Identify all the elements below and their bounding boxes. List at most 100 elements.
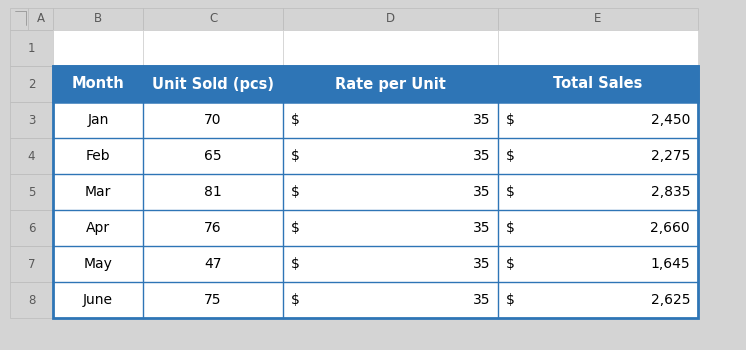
Text: June: June (83, 293, 113, 307)
Bar (283, 8, 498, 30)
Bar (283, 282, 498, 318)
Text: $: $ (291, 149, 300, 163)
Bar (53, 30, 143, 66)
Text: Apr: Apr (86, 221, 110, 235)
Text: 6: 6 (28, 222, 35, 235)
Text: $: $ (506, 257, 515, 271)
Bar (53, 66, 143, 102)
Text: 1: 1 (28, 42, 35, 55)
Text: $: $ (291, 293, 300, 307)
Text: $: $ (506, 113, 515, 127)
Bar (10, 210, 53, 246)
Bar (10, 102, 53, 138)
Bar (283, 174, 498, 210)
Bar (498, 8, 698, 30)
Bar (10, 30, 53, 66)
Text: Rate per Unit: Rate per Unit (335, 77, 446, 91)
Text: 1,645: 1,645 (651, 257, 690, 271)
Bar (10, 246, 53, 282)
Text: A: A (37, 13, 45, 26)
Bar (143, 30, 283, 66)
Bar (283, 246, 498, 282)
Text: C: C (209, 13, 217, 26)
Text: $: $ (291, 185, 300, 199)
Bar (53, 174, 143, 210)
Bar (53, 66, 698, 102)
Text: 8: 8 (28, 294, 35, 307)
Bar (143, 282, 283, 318)
Bar (498, 138, 698, 174)
Text: 81: 81 (204, 185, 222, 199)
Text: D: D (386, 13, 395, 26)
Bar (10, 66, 53, 102)
Bar (283, 30, 498, 66)
Bar (53, 66, 698, 318)
Bar (498, 282, 698, 318)
Text: Total Sales: Total Sales (554, 77, 643, 91)
Text: 2,660: 2,660 (651, 221, 690, 235)
Bar (283, 210, 498, 246)
Bar (283, 138, 498, 174)
Bar (143, 174, 283, 210)
Text: Mar: Mar (85, 185, 111, 199)
Text: 35: 35 (472, 149, 490, 163)
Bar (53, 8, 143, 30)
Bar (28, 8, 53, 30)
Text: Month: Month (72, 77, 125, 91)
Text: 65: 65 (204, 149, 222, 163)
Text: $: $ (506, 221, 515, 235)
Bar (10, 138, 53, 174)
Text: 7: 7 (28, 258, 35, 271)
Bar (53, 102, 143, 138)
Text: 35: 35 (472, 113, 490, 127)
Text: 75: 75 (204, 293, 222, 307)
Bar (498, 102, 698, 138)
Bar (283, 66, 498, 102)
Text: 35: 35 (472, 293, 490, 307)
Text: May: May (84, 257, 113, 271)
Text: 2,275: 2,275 (651, 149, 690, 163)
Bar (10, 174, 53, 210)
Text: Jan: Jan (87, 113, 109, 127)
Text: 35: 35 (472, 221, 490, 235)
Text: Feb: Feb (86, 149, 110, 163)
Bar (53, 282, 143, 318)
Text: 4: 4 (28, 149, 35, 162)
Bar (498, 174, 698, 210)
Text: 35: 35 (472, 257, 490, 271)
Bar (10, 282, 53, 318)
Text: 47: 47 (204, 257, 222, 271)
Bar (53, 138, 143, 174)
Bar (143, 102, 283, 138)
Text: $: $ (506, 293, 515, 307)
Bar (143, 66, 283, 102)
Text: Unit Sold (pcs): Unit Sold (pcs) (152, 77, 274, 91)
Text: 2: 2 (28, 77, 35, 91)
Text: $: $ (506, 185, 515, 199)
Bar (498, 210, 698, 246)
Bar (10, 8, 28, 30)
Bar (53, 246, 143, 282)
Text: E: E (595, 13, 602, 26)
Bar (498, 246, 698, 282)
Text: 5: 5 (28, 186, 35, 198)
Text: $: $ (506, 149, 515, 163)
Bar (498, 66, 698, 102)
Text: 3: 3 (28, 113, 35, 126)
Text: $: $ (291, 257, 300, 271)
Bar (498, 30, 698, 66)
Text: 2,835: 2,835 (651, 185, 690, 199)
Bar (143, 210, 283, 246)
Bar (53, 102, 698, 318)
Text: 2,450: 2,450 (651, 113, 690, 127)
Bar (143, 8, 283, 30)
Text: $: $ (291, 113, 300, 127)
Text: 2,625: 2,625 (651, 293, 690, 307)
Bar (53, 210, 143, 246)
Text: 35: 35 (472, 185, 490, 199)
Bar (143, 246, 283, 282)
Bar (283, 102, 498, 138)
Text: 70: 70 (204, 113, 222, 127)
Text: $: $ (291, 221, 300, 235)
Bar (143, 138, 283, 174)
